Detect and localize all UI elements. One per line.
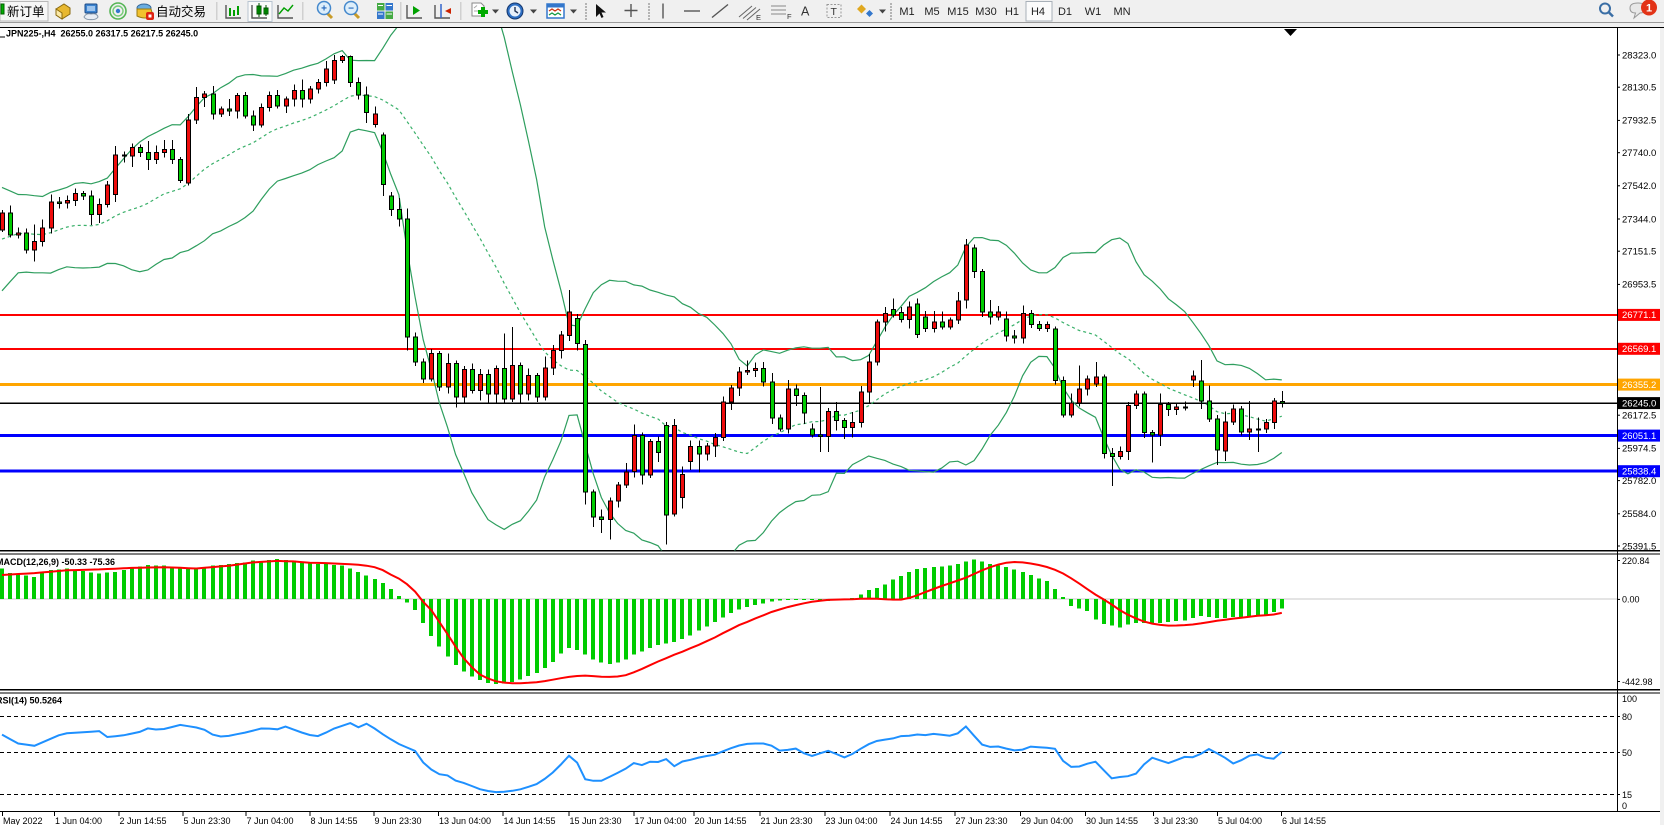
svg-text:−: − (348, 4, 354, 15)
svg-text:23 Jun 04:00: 23 Jun 04:00 (826, 816, 878, 825)
svg-text:D1: D1 (1058, 6, 1072, 18)
svg-text:26771.1: 26771.1 (1622, 310, 1656, 321)
svg-text:26245.0: 26245.0 (1622, 398, 1656, 409)
svg-text:5 Jun 23:30: 5 Jun 23:30 (184, 816, 231, 825)
svg-text:25838.4: 25838.4 (1622, 467, 1656, 478)
svg-text:13 Jun 04:00: 13 Jun 04:00 (439, 816, 491, 825)
svg-text:14 Jun 14:55: 14 Jun 14:55 (504, 816, 556, 825)
svg-text:1 Jun 04:00: 1 Jun 04:00 (55, 816, 102, 825)
svg-text:30 Jun 14:55: 30 Jun 14:55 (1086, 816, 1138, 825)
svg-text:28323.0: 28323.0 (1622, 50, 1656, 61)
svg-text:27932.5: 27932.5 (1622, 116, 1656, 127)
svg-text:F: F (787, 12, 792, 21)
svg-text:26051.1: 26051.1 (1622, 431, 1656, 442)
svg-text:26569.1: 26569.1 (1622, 344, 1656, 355)
svg-text:H4: H4 (1031, 6, 1045, 18)
svg-text:1: 1 (1646, 3, 1652, 15)
svg-text:自动交易: 自动交易 (156, 4, 206, 19)
svg-text:26953.5: 26953.5 (1622, 280, 1656, 291)
svg-text:+: + (321, 4, 327, 15)
svg-text:17 Jun 04:00: 17 Jun 04:00 (635, 816, 687, 825)
svg-text:6 Jul 14:55: 6 Jul 14:55 (1282, 816, 1326, 825)
svg-text:E: E (756, 13, 761, 22)
svg-text:20 Jun 14:55: 20 Jun 14:55 (695, 816, 747, 825)
svg-text:May 2022: May 2022 (3, 816, 43, 825)
svg-text:0: 0 (1622, 801, 1627, 811)
svg-text:0.00: 0.00 (1622, 595, 1640, 605)
svg-text:2 Jun 14:55: 2 Jun 14:55 (120, 816, 167, 825)
svg-text:25584.0: 25584.0 (1622, 509, 1656, 520)
svg-text:MN: MN (1113, 6, 1130, 18)
svg-text:5 Jul 04:00: 5 Jul 04:00 (1218, 816, 1262, 825)
svg-text:T: T (831, 6, 838, 18)
svg-text:8 Jun 14:55: 8 Jun 14:55 (311, 816, 358, 825)
svg-text:27542.0: 27542.0 (1622, 181, 1656, 192)
svg-text:25782.0: 25782.0 (1622, 476, 1656, 487)
svg-text:29 Jun 04:00: 29 Jun 04:00 (1021, 816, 1073, 825)
svg-text:80: 80 (1622, 712, 1632, 722)
svg-text:26172.5: 26172.5 (1622, 411, 1656, 422)
svg-text:M30: M30 (975, 6, 996, 18)
svg-text:50: 50 (1622, 748, 1632, 758)
svg-text:220.84: 220.84 (1622, 556, 1650, 566)
svg-text:7 Jun 04:00: 7 Jun 04:00 (247, 816, 294, 825)
svg-text:MACD(12,26,9) -50.33 -75.36: MACD(12,26,9) -50.33 -75.36 (0, 557, 115, 567)
svg-text:28130.5: 28130.5 (1622, 83, 1656, 94)
svg-text:H1: H1 (1005, 6, 1019, 18)
svg-text:M15: M15 (947, 6, 968, 18)
svg-text:21 Jun 23:30: 21 Jun 23:30 (761, 816, 813, 825)
svg-text:15: 15 (1622, 790, 1632, 800)
svg-text:9 Jun 23:30: 9 Jun 23:30 (375, 816, 422, 825)
svg-text:27740.0: 27740.0 (1622, 148, 1656, 159)
svg-text:A: A (801, 5, 810, 19)
svg-text:100: 100 (1622, 694, 1637, 704)
svg-text:新订单: 新订单 (7, 4, 45, 19)
svg-text:26355.2: 26355.2 (1622, 380, 1656, 391)
svg-text:3 Jul 23:30: 3 Jul 23:30 (1154, 816, 1198, 825)
svg-text:-442.98: -442.98 (1622, 677, 1653, 687)
svg-text:M1: M1 (899, 6, 914, 18)
svg-text:15 Jun 23:30: 15 Jun 23:30 (570, 816, 622, 825)
svg-text:27151.5: 27151.5 (1622, 247, 1656, 258)
svg-text:27 Jun 23:30: 27 Jun 23:30 (956, 816, 1008, 825)
svg-text:RSI(14) 50.5264: RSI(14) 50.5264 (0, 696, 62, 706)
svg-text:27344.0: 27344.0 (1622, 214, 1656, 225)
svg-text:M5: M5 (924, 6, 939, 18)
svg-text:W1: W1 (1085, 6, 1102, 18)
svg-text:JPN225-,H4 26255.0 26317.5 26: JPN225-,H4 26255.0 26317.5 26217.5 26245… (6, 29, 198, 39)
svg-text:25391.5: 25391.5 (1622, 541, 1656, 552)
svg-text:25974.5: 25974.5 (1622, 444, 1656, 455)
svg-text:24 Jun 14:55: 24 Jun 14:55 (891, 816, 943, 825)
